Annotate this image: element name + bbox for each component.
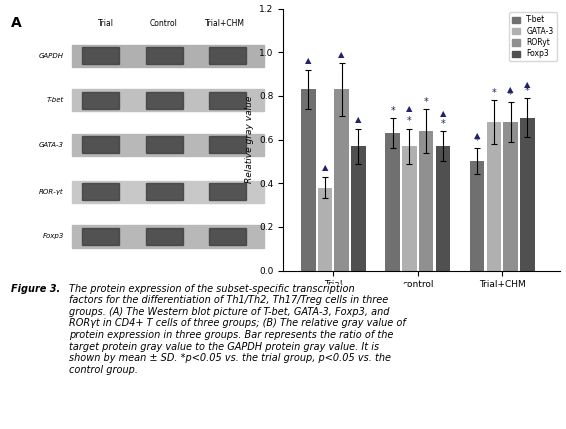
Bar (419, 131, 434, 271)
Bar (145, 136, 182, 153)
Bar (72, 225, 264, 248)
Bar (335, 89, 349, 271)
Text: Foxp3: Foxp3 (42, 233, 64, 239)
Bar (82, 228, 119, 245)
Text: *: * (508, 90, 513, 100)
Bar (209, 92, 246, 109)
Text: A: A (11, 16, 22, 30)
Bar (520, 118, 534, 271)
Text: Trial+CHM: Trial+CHM (205, 19, 245, 28)
Text: Trial: Trial (98, 19, 114, 28)
Text: GAPDH: GAPDH (38, 53, 64, 59)
Text: The protein expression of the subset-specific transcription
factors for the diff: The protein expression of the subset-spe… (70, 284, 406, 375)
Bar (72, 45, 264, 67)
Bar (145, 228, 182, 245)
Text: ▲: ▲ (474, 130, 481, 139)
Text: *: * (475, 136, 479, 146)
Text: *: * (391, 106, 395, 115)
Bar (72, 181, 264, 203)
Text: ROR-γt: ROR-γt (39, 189, 64, 195)
Bar (145, 184, 182, 200)
Text: ▲: ▲ (338, 50, 345, 59)
Text: GATA-3: GATA-3 (38, 142, 64, 148)
Bar (436, 146, 450, 271)
Text: *: * (424, 97, 428, 107)
Bar (72, 134, 264, 156)
Bar (351, 146, 366, 271)
Bar (72, 89, 264, 112)
Text: B: B (261, 0, 272, 3)
Bar (209, 47, 246, 64)
Bar (145, 47, 182, 64)
Bar (209, 228, 246, 245)
Text: Control: Control (150, 19, 178, 28)
Text: ▲: ▲ (440, 109, 446, 118)
Legend: T-bet, GATA-3, RORyt, Foxp3: T-bet, GATA-3, RORyt, Foxp3 (509, 12, 556, 61)
Text: ▲: ▲ (355, 115, 362, 124)
Bar (82, 47, 119, 64)
Text: ▲: ▲ (305, 56, 311, 65)
Bar (318, 187, 332, 271)
Y-axis label: Relative gray value: Relative gray value (245, 96, 254, 183)
Text: *: * (407, 116, 412, 127)
Text: *: * (440, 119, 445, 129)
Bar (301, 89, 315, 271)
Bar (470, 161, 484, 271)
Bar (503, 122, 518, 271)
Text: Figure 3.: Figure 3. (11, 284, 61, 293)
Bar (385, 133, 400, 271)
Bar (82, 92, 119, 109)
Bar (209, 136, 246, 153)
Text: ▲: ▲ (524, 80, 530, 89)
Text: T-bet: T-bet (46, 97, 64, 103)
Bar (82, 136, 119, 153)
Bar (402, 146, 417, 271)
Text: ▲: ▲ (406, 104, 413, 113)
Text: *: * (491, 88, 496, 98)
Text: ▲: ▲ (507, 85, 514, 94)
Text: ▲: ▲ (321, 163, 328, 172)
Bar (487, 122, 501, 271)
Bar (209, 184, 246, 200)
Text: *: * (525, 86, 530, 96)
Bar (82, 184, 119, 200)
Bar (145, 92, 182, 109)
